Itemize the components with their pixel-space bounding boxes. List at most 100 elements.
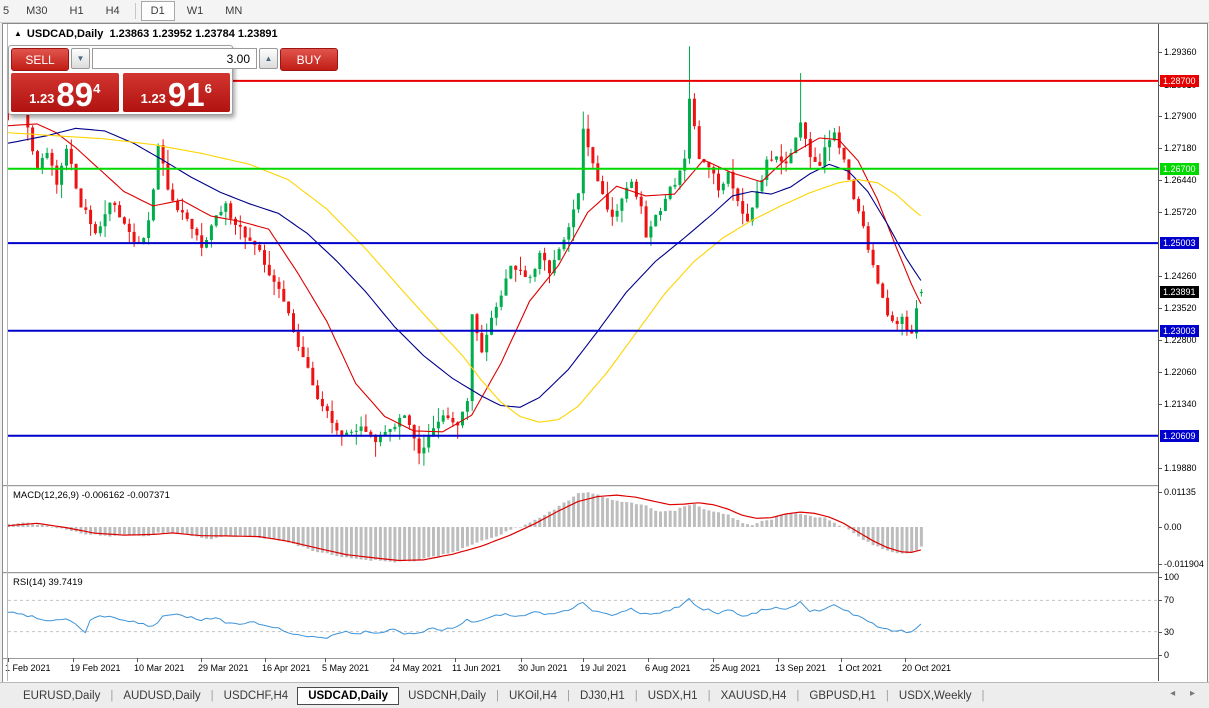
- price-axis-label: 1.23520: [1164, 303, 1197, 313]
- tab-separator: |: [981, 689, 985, 702]
- chart-tab-usdcnh[interactable]: USDCNH,Daily: [408, 689, 487, 702]
- tab-separator: |: [210, 689, 214, 702]
- toolbar-separator: [134, 3, 136, 19]
- rsi-label: RSI(14) 39.7419: [13, 577, 83, 588]
- chart-ohlc-quote: 1.23863 1.23952 1.23784 1.23891: [109, 28, 278, 40]
- chart-tab-gbpusd[interactable]: GBPUSD,H1: [809, 689, 876, 702]
- rsi-line: [8, 597, 922, 639]
- rsi-plot[interactable]: [8, 574, 1158, 658]
- chart-tab-xauusd[interactable]: XAUUSD,H4: [720, 689, 787, 702]
- chart-symbol-label: USDCAD,Daily: [26, 28, 104, 40]
- timeframe-button-h1[interactable]: H1: [69, 5, 84, 17]
- date-axis-label: 20 Oct 2021: [902, 663, 952, 673]
- date-axis-label: 13 Sep 2021: [775, 663, 827, 673]
- buy-button[interactable]: BUY: [280, 48, 338, 71]
- tab-separator: |: [885, 689, 889, 702]
- price-axis-label: 1.27900: [1164, 111, 1197, 121]
- volume-input[interactable]: [92, 48, 257, 69]
- bid-price-prefix: 1.23: [29, 91, 55, 106]
- timeframe-toolbar: 5 M30 H1 H4 D1 W1 MN: [0, 0, 1209, 23]
- macd-axis-label: 0.00: [1164, 522, 1182, 532]
- collapse-triangle-icon[interactable]: ▲: [14, 29, 22, 38]
- ask-price-prefix: 1.23: [140, 91, 166, 106]
- chart-tab-usdx[interactable]: USDX,H1: [647, 689, 698, 702]
- mid-ma-line: [8, 127, 922, 408]
- fast-ma-line: [8, 123, 922, 433]
- tab-separator: |: [110, 689, 114, 702]
- ask-price-sup: 6: [204, 81, 212, 96]
- timeframe-button-h4[interactable]: H4: [105, 5, 120, 17]
- date-axis-label: 1 Oct 2021: [838, 663, 883, 673]
- tab-separator: |: [796, 689, 800, 702]
- tab-separator: |: [707, 689, 711, 702]
- date-axis-label: 30 Jun 2021: [518, 663, 568, 673]
- rsi-axis-label: 70: [1164, 595, 1175, 605]
- level-price-badge: 1.20609: [1160, 430, 1199, 442]
- price-axis-label: 1.22060: [1164, 367, 1197, 377]
- level-price-badge: 1.25003: [1160, 237, 1199, 249]
- macd-signal-line: [8, 494, 922, 562]
- chart-tab-ukoil[interactable]: UKOil,H4: [509, 689, 557, 702]
- price-axis-divider: [1158, 24, 1159, 681]
- tab-separator: |: [496, 689, 500, 702]
- chart-tab-dj30[interactable]: DJ30,H1: [579, 689, 625, 702]
- symbol-tab-bar: EURUSD,Daily | AUDUSD,Daily | USDCHF,H4 USDCA…: [0, 682, 1209, 708]
- date-axis-label: 19 Jul 2021: [580, 663, 627, 673]
- chart-tab-audusd[interactable]: AUDUSD,Daily: [123, 689, 201, 702]
- bid-price-big: 89: [56, 76, 94, 113]
- current-price-badge: 1.23891: [1160, 286, 1199, 298]
- price-axis-label: 1.22800: [1164, 335, 1197, 345]
- date-axis-label: 19 Feb 2021: [70, 663, 121, 673]
- sell-button[interactable]: SELL: [11, 48, 69, 71]
- chart-tab-usdchf[interactable]: USDCHF,H4: [223, 689, 289, 702]
- timeframe-button-d1[interactable]: D1: [140, 1, 175, 21]
- price-axis-label: 1.27180: [1164, 143, 1197, 153]
- date-axis-label: 10 Mar 2021: [134, 663, 185, 673]
- date-axis-label: 6 Aug 2021: [645, 663, 691, 673]
- slow-ma-line: [8, 132, 922, 423]
- level-price-badge: 1.23003: [1160, 325, 1199, 337]
- price-axis-label: 1.21340: [1164, 399, 1197, 409]
- time-axis-separator: [3, 658, 1158, 659]
- date-axis-label: 11 Jun 2021: [452, 663, 501, 673]
- price-axis-label: 1.25720: [1164, 207, 1197, 217]
- rsi-axis-label: 30: [1164, 627, 1175, 637]
- date-axis-label: 1 Feb 2021: [5, 663, 51, 673]
- bid-price-sup: 4: [93, 81, 101, 96]
- rsi-axis-label: 0: [1164, 650, 1170, 660]
- tab-separator: |: [634, 689, 638, 702]
- price-axis-label: 1.24260: [1164, 271, 1197, 281]
- tab-scroll-arrows[interactable]: ◂ ▸: [1170, 688, 1201, 699]
- date-axis-label: 25 Aug 2021: [710, 663, 761, 673]
- macd-axis-label: 0.01135: [1164, 487, 1196, 497]
- macd-label: MACD(12,26,9) -0.006162 -0.007371: [13, 490, 170, 501]
- price-axis-label: 1.29360: [1164, 47, 1197, 57]
- ask-price-display[interactable]: 1.23 91 6: [122, 73, 230, 113]
- date-axis-label: 29 Mar 2021: [198, 663, 249, 673]
- chart-tab-eurusd[interactable]: EURUSD,Daily: [23, 689, 101, 702]
- timeframe-button-m30[interactable]: M30: [26, 5, 48, 17]
- timeframe-button-5[interactable]: 5: [3, 5, 10, 17]
- timeframe-button-mn[interactable]: MN: [225, 5, 243, 17]
- volume-increase-button[interactable]: ▲: [259, 48, 278, 69]
- date-axis-label: 5 May 2021: [322, 663, 370, 673]
- chart-tab-usdcad[interactable]: USDCAD,Daily: [297, 686, 400, 705]
- macd-separator[interactable]: [3, 485, 1158, 486]
- tab-separator: |: [566, 689, 570, 702]
- bid-price-display[interactable]: 1.23 89 4: [11, 73, 119, 112]
- timeframe-button-w1[interactable]: W1: [186, 5, 204, 17]
- price-axis-label: 1.26440: [1164, 175, 1197, 185]
- rsi-separator[interactable]: [3, 572, 1158, 573]
- date-axis-label: 24 May 2021: [390, 663, 443, 673]
- macd-axis-label: -0.011904: [1164, 559, 1204, 569]
- level-price-badge: 1.26700: [1160, 163, 1199, 175]
- price-axis-label: 1.19880: [1164, 463, 1197, 473]
- chart-tab-usdx[interactable]: USDX,Weekly: [898, 689, 972, 702]
- volume-decrease-button[interactable]: ▼: [71, 48, 90, 69]
- chart-title: ▲ USDCAD,Daily 1.23863 1.23952 1.23784 1.…: [14, 28, 278, 40]
- date-axis-label: 16 Apr 2021: [262, 663, 311, 673]
- macd-plot[interactable]: [8, 487, 1158, 572]
- ask-price-big: 91: [167, 76, 205, 113]
- level-price-badge: 1.28700: [1160, 75, 1199, 87]
